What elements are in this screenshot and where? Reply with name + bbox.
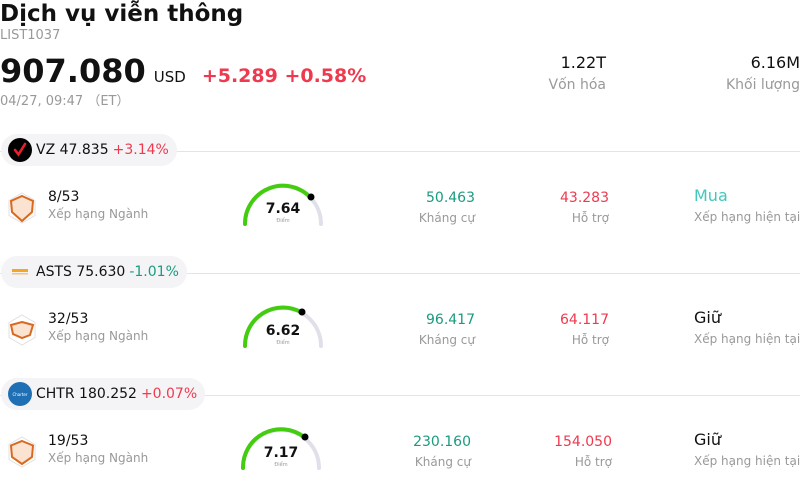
- verizon-logo-icon: [8, 138, 32, 162]
- support-value: 43.283: [560, 190, 609, 206]
- rating-value: Giữ: [694, 308, 721, 327]
- volume-value: 6.16M: [750, 53, 800, 72]
- stock-chip-asts[interactable]: ASTS 75.630 -1.01%: [1, 256, 187, 288]
- stock-chip-chtr[interactable]: Charter CHTR 180.252 +0.07%: [1, 378, 206, 410]
- index-price: 907.080: [0, 52, 146, 90]
- resistance: 96.417 Kháng cự: [419, 311, 475, 347]
- rating-value: Mua: [694, 186, 728, 205]
- market-cap-label: Vốn hóa: [548, 77, 606, 93]
- rating-label: Xếp hạng hiện tại: [694, 332, 800, 346]
- list-id: LIST1037: [0, 28, 61, 43]
- score-gauge: 7.17 Điểm: [236, 423, 326, 473]
- resistance-label: Kháng cự: [418, 333, 475, 347]
- support-label: Hỗ trợ: [574, 455, 612, 469]
- current-rating: Mua Xếp hạng hiện tại: [694, 186, 800, 224]
- resistance-label: Kháng cự: [414, 455, 471, 469]
- support-label: Hỗ trợ: [571, 211, 609, 225]
- support: 43.283 Hỗ trợ: [560, 189, 609, 225]
- rating-value: Giữ: [694, 430, 721, 449]
- industry-rank-label: Xếp hạng Ngành: [48, 451, 149, 465]
- resistance-label: Kháng cự: [418, 211, 475, 225]
- divider: [0, 273, 800, 274]
- stock-section: ASTS 75.630 -1.01% 32/53 Xếp hạng Ngành …: [0, 256, 800, 378]
- page-title: Dịch vụ viễn thông: [0, 1, 244, 27]
- score-value: 7.64: [265, 201, 301, 217]
- score-label: Điểm: [276, 218, 290, 224]
- score-gauge: 7.64 Điểm: [238, 179, 328, 229]
- charter-logo-icon: Charter: [8, 382, 32, 406]
- score-value: 6.62: [265, 323, 301, 339]
- divider: [0, 395, 800, 396]
- score-value: 7.17: [263, 445, 299, 461]
- industry-rank-value: 8/53: [48, 189, 80, 205]
- stock-section: Charter CHTR 180.252 +0.07% 19/53 Xếp hạ…: [0, 378, 800, 488]
- ticker-price: CHTR 180.252: [36, 386, 137, 402]
- industry-rank-value: 32/53: [48, 311, 89, 327]
- support: 64.117 Hỗ trợ: [560, 311, 609, 347]
- support-label: Hỗ trợ: [571, 333, 609, 347]
- currency: USD: [153, 68, 186, 86]
- industry-rank-radar-icon: [8, 192, 36, 224]
- stock-chip-vz[interactable]: VZ 47.835 +3.14%: [1, 134, 177, 166]
- industry-rank-radar-icon: [8, 314, 36, 346]
- market-cap-value: 1.22T: [560, 53, 606, 72]
- industry-rank-value: 19/53: [48, 433, 89, 449]
- pct-change: -1.01%: [129, 264, 179, 280]
- divider: [0, 151, 800, 152]
- current-rating: Giữ Xếp hạng hiện tại: [694, 430, 800, 468]
- volume-label: Khối lượng: [725, 77, 800, 93]
- industry-rank-radar-icon: [8, 436, 36, 468]
- rating-label: Xếp hạng hiện tại: [694, 210, 800, 224]
- pct-change: +0.07%: [140, 386, 198, 402]
- resistance-value: 50.463: [426, 190, 475, 206]
- ast-logo-icon: [8, 260, 32, 284]
- resistance: 50.463 Kháng cự: [419, 189, 475, 225]
- ticker-price: ASTS 75.630: [36, 264, 126, 280]
- current-rating: Giữ Xếp hạng hiện tại: [694, 308, 800, 346]
- market-cap-stat: 1.22T Vốn hóa: [549, 53, 606, 93]
- support-value: 64.117: [560, 312, 609, 328]
- rating-label: Xếp hạng hiện tại: [694, 454, 800, 468]
- support-value: 154.050: [554, 434, 612, 450]
- industry-rank-label: Xếp hạng Ngành: [48, 329, 149, 343]
- score-gauge: 6.62 Điểm: [238, 301, 328, 351]
- stock-section: VZ 47.835 +3.14% 8/53 Xếp hạng Ngành 7.6…: [0, 134, 800, 256]
- resistance-value: 230.160: [413, 434, 471, 450]
- score-label: Điểm: [276, 340, 290, 346]
- timestamp: 04/27, 09:47 （ET）: [0, 94, 130, 109]
- resistance: 230.160 Kháng cự: [413, 433, 471, 469]
- pct-change: +3.14%: [112, 142, 169, 158]
- industry-rank-label: Xếp hạng Ngành: [48, 207, 149, 221]
- score-label: Điểm: [274, 462, 288, 468]
- ticker-price: VZ 47.835: [36, 142, 109, 158]
- price-row: 907.080 USD +5.289 +0.58%: [0, 52, 366, 90]
- support: 154.050 Hỗ trợ: [554, 433, 612, 469]
- price-change: +5.289 +0.58%: [201, 65, 367, 87]
- volume-stat: 6.16M Khối lượng: [726, 53, 800, 93]
- resistance-value: 96.417: [426, 312, 475, 328]
